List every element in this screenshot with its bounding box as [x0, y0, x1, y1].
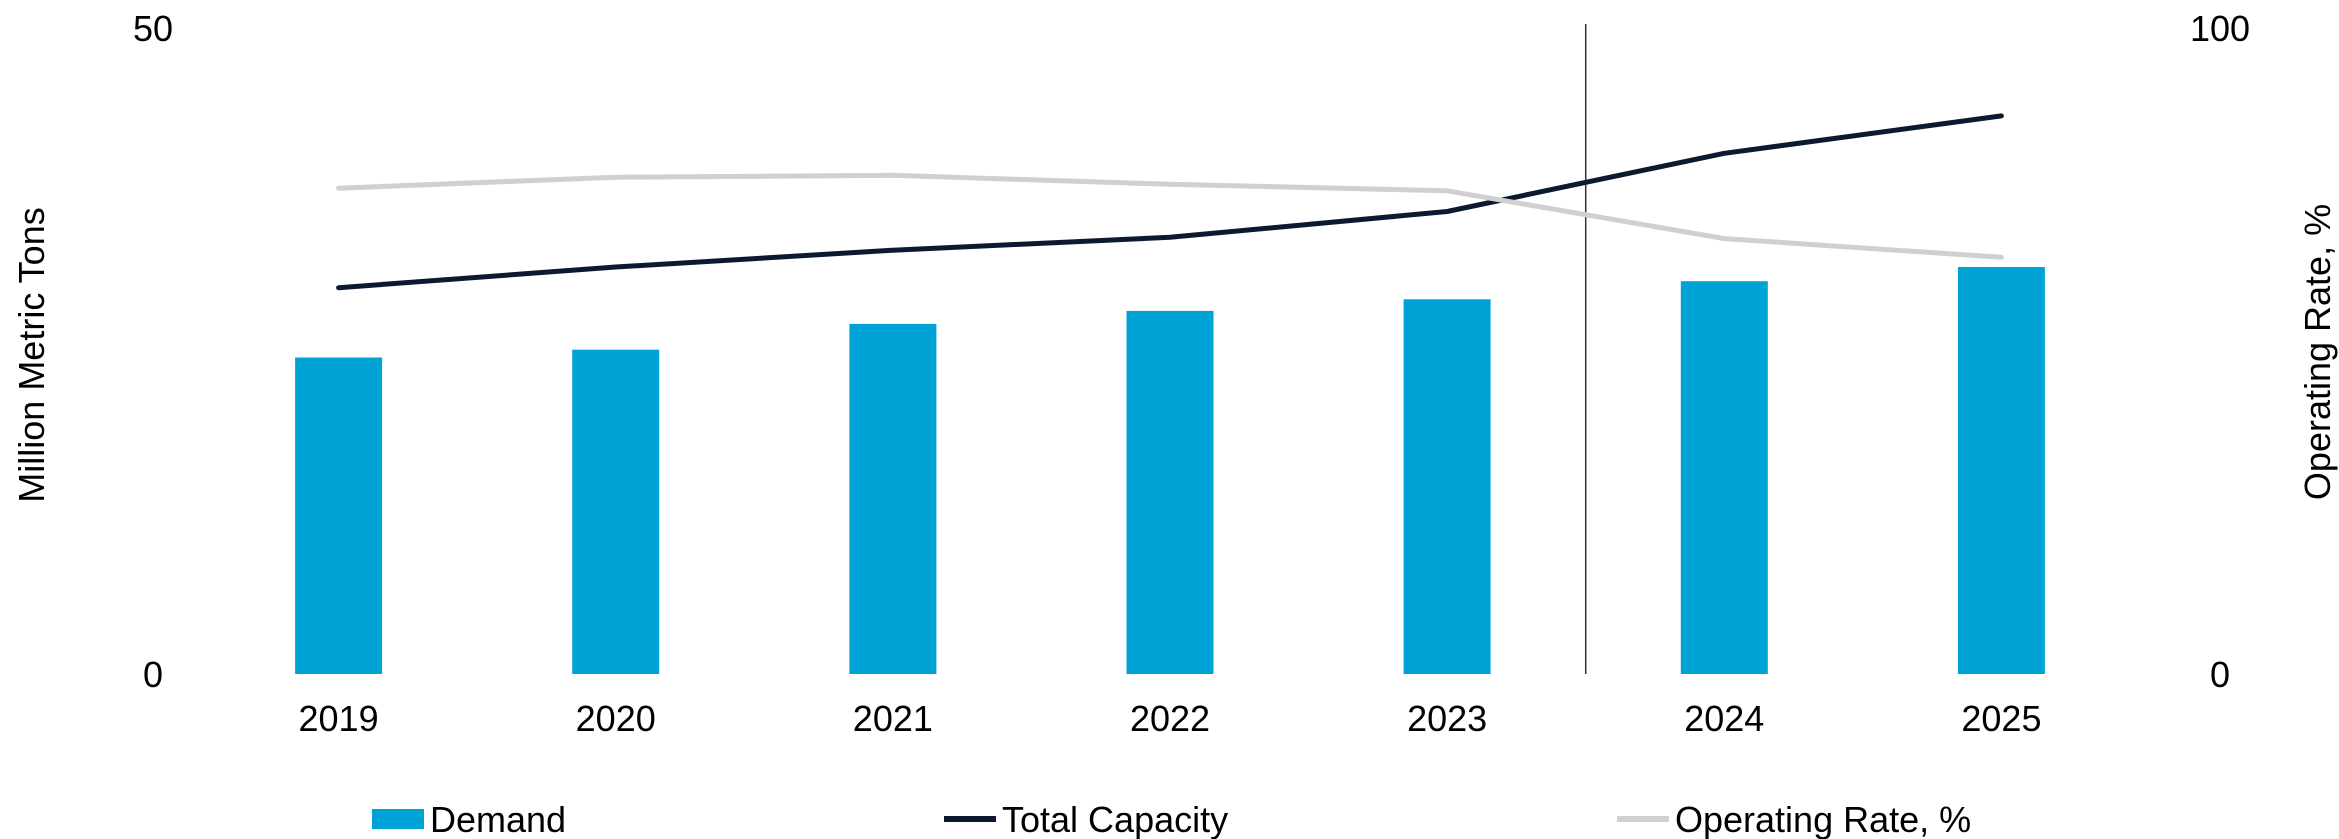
demand-bar-2025	[1957, 267, 2045, 674]
axes: 2019 2020 2021 2022 2023 2024 2025 0 50 0 100 Milli…	[11, 8, 2338, 739]
x-tick-label-2019: 2019	[299, 698, 379, 739]
legend-item-0: Demand	[372, 799, 566, 839]
legend-label-0: Demand	[430, 799, 566, 839]
legend-item-2: Operating Rate, %	[1617, 799, 1971, 839]
right-axis-tick-100: 100	[2190, 8, 2250, 49]
x-tick-label-2025: 2025	[1961, 698, 2041, 739]
x-tick-label-2024: 2024	[1684, 698, 1764, 739]
legend-item-1: Total Capacity	[944, 799, 1228, 839]
operating-rate-line	[336, 172, 2004, 260]
x-tick-label-2023: 2023	[1407, 698, 1487, 739]
right-axis-title: Operating Rate, %	[2297, 204, 2338, 500]
left-axis-tick-0: 0	[143, 654, 163, 695]
demand-bar-2024	[1680, 281, 1768, 674]
demand-bar-2020	[572, 349, 660, 674]
left-axis-title: Million Metric Tons	[11, 207, 52, 502]
demand-bar-2021	[849, 323, 937, 674]
right-axis-tick-0: 0	[2210, 654, 2230, 695]
x-tick-label-2021: 2021	[853, 698, 933, 739]
demand-bar-2023	[1403, 299, 1491, 674]
legend-swatch-demand	[372, 809, 424, 829]
series-lines	[336, 113, 2004, 291]
demand-bar-2019	[295, 357, 383, 674]
demand-bar-2022	[1126, 310, 1214, 674]
legend: Demand Total Capacity Operating Rate, %	[372, 799, 1971, 839]
total-capacity-line	[336, 113, 2004, 291]
legend-label-1: Total Capacity	[1002, 799, 1228, 839]
left-axis-tick-50: 50	[133, 8, 173, 49]
demand-bars	[295, 267, 2045, 674]
x-tick-label-2020: 2020	[576, 698, 656, 739]
x-tick-label-2022: 2022	[1130, 698, 1210, 739]
legend-label-2: Operating Rate, %	[1675, 799, 1971, 839]
